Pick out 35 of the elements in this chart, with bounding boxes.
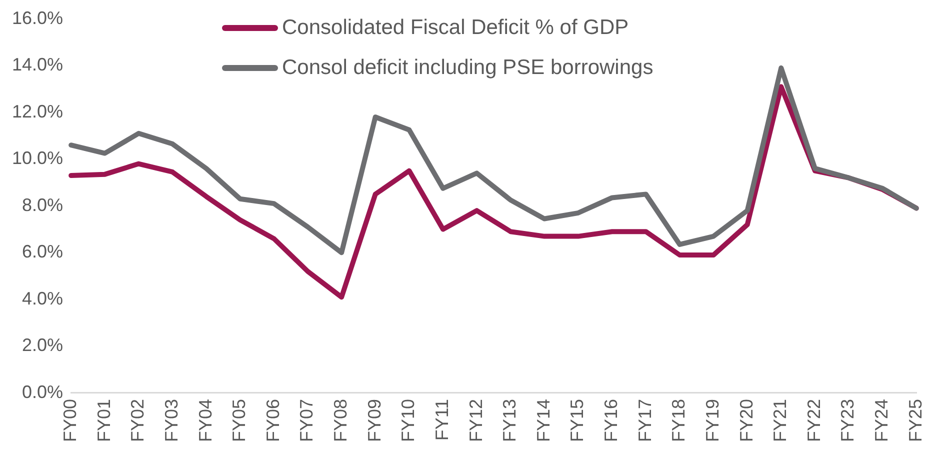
x-tick-label: FY25 xyxy=(905,398,926,442)
x-tick-label: FY20 xyxy=(736,398,756,442)
y-tick-label: 10.0% xyxy=(12,148,64,168)
x-tick-label: FY11 xyxy=(432,398,452,441)
x-tick-label: FY09 xyxy=(364,398,384,442)
x-tick-label: FY05 xyxy=(229,398,250,442)
x-tick-label: FY14 xyxy=(533,398,554,442)
y-tick-label: 4.0% xyxy=(22,288,64,308)
y-tick-label: 2.0% xyxy=(22,335,64,356)
legend-label: Consolidated Fiscal Deficit % of GDP xyxy=(282,16,629,40)
x-tick-label: FY21 xyxy=(770,398,790,442)
x-tick-label: FY06 xyxy=(262,398,283,442)
x-tick-label: FY22 xyxy=(804,398,824,442)
x-tick-label: FY12 xyxy=(466,398,486,442)
x-tick-label: FY04 xyxy=(195,398,216,442)
x-tick-label: FY13 xyxy=(500,398,520,442)
x-tick-label: FY16 xyxy=(601,398,622,442)
x-tick-label: FY19 xyxy=(702,398,722,442)
x-tick-label: FY15 xyxy=(567,398,588,442)
x-tick-label: FY02 xyxy=(128,398,148,442)
y-tick-label: 8.0% xyxy=(22,194,64,215)
x-tick-label: FY24 xyxy=(872,398,892,442)
x-tick-label: FY08 xyxy=(330,398,351,442)
x-tick-label: FY18 xyxy=(668,398,689,442)
x-tick-label: FY10 xyxy=(398,398,418,442)
x-tick-label: FY01 xyxy=(94,398,114,442)
x-tick-label: FY17 xyxy=(634,398,655,442)
legend-label: Consol deficit including PSE borrowings xyxy=(282,56,654,80)
x-tick-label: FY07 xyxy=(296,398,317,442)
x-tick-label: FY23 xyxy=(838,398,858,442)
y-tick-label: 12.0% xyxy=(12,101,64,122)
y-tick-label: 6.0% xyxy=(22,242,64,262)
y-tick-label: 14.0% xyxy=(12,54,64,75)
y-tick-label: 16.0% xyxy=(12,8,64,28)
x-tick-label: FY03 xyxy=(161,398,182,442)
